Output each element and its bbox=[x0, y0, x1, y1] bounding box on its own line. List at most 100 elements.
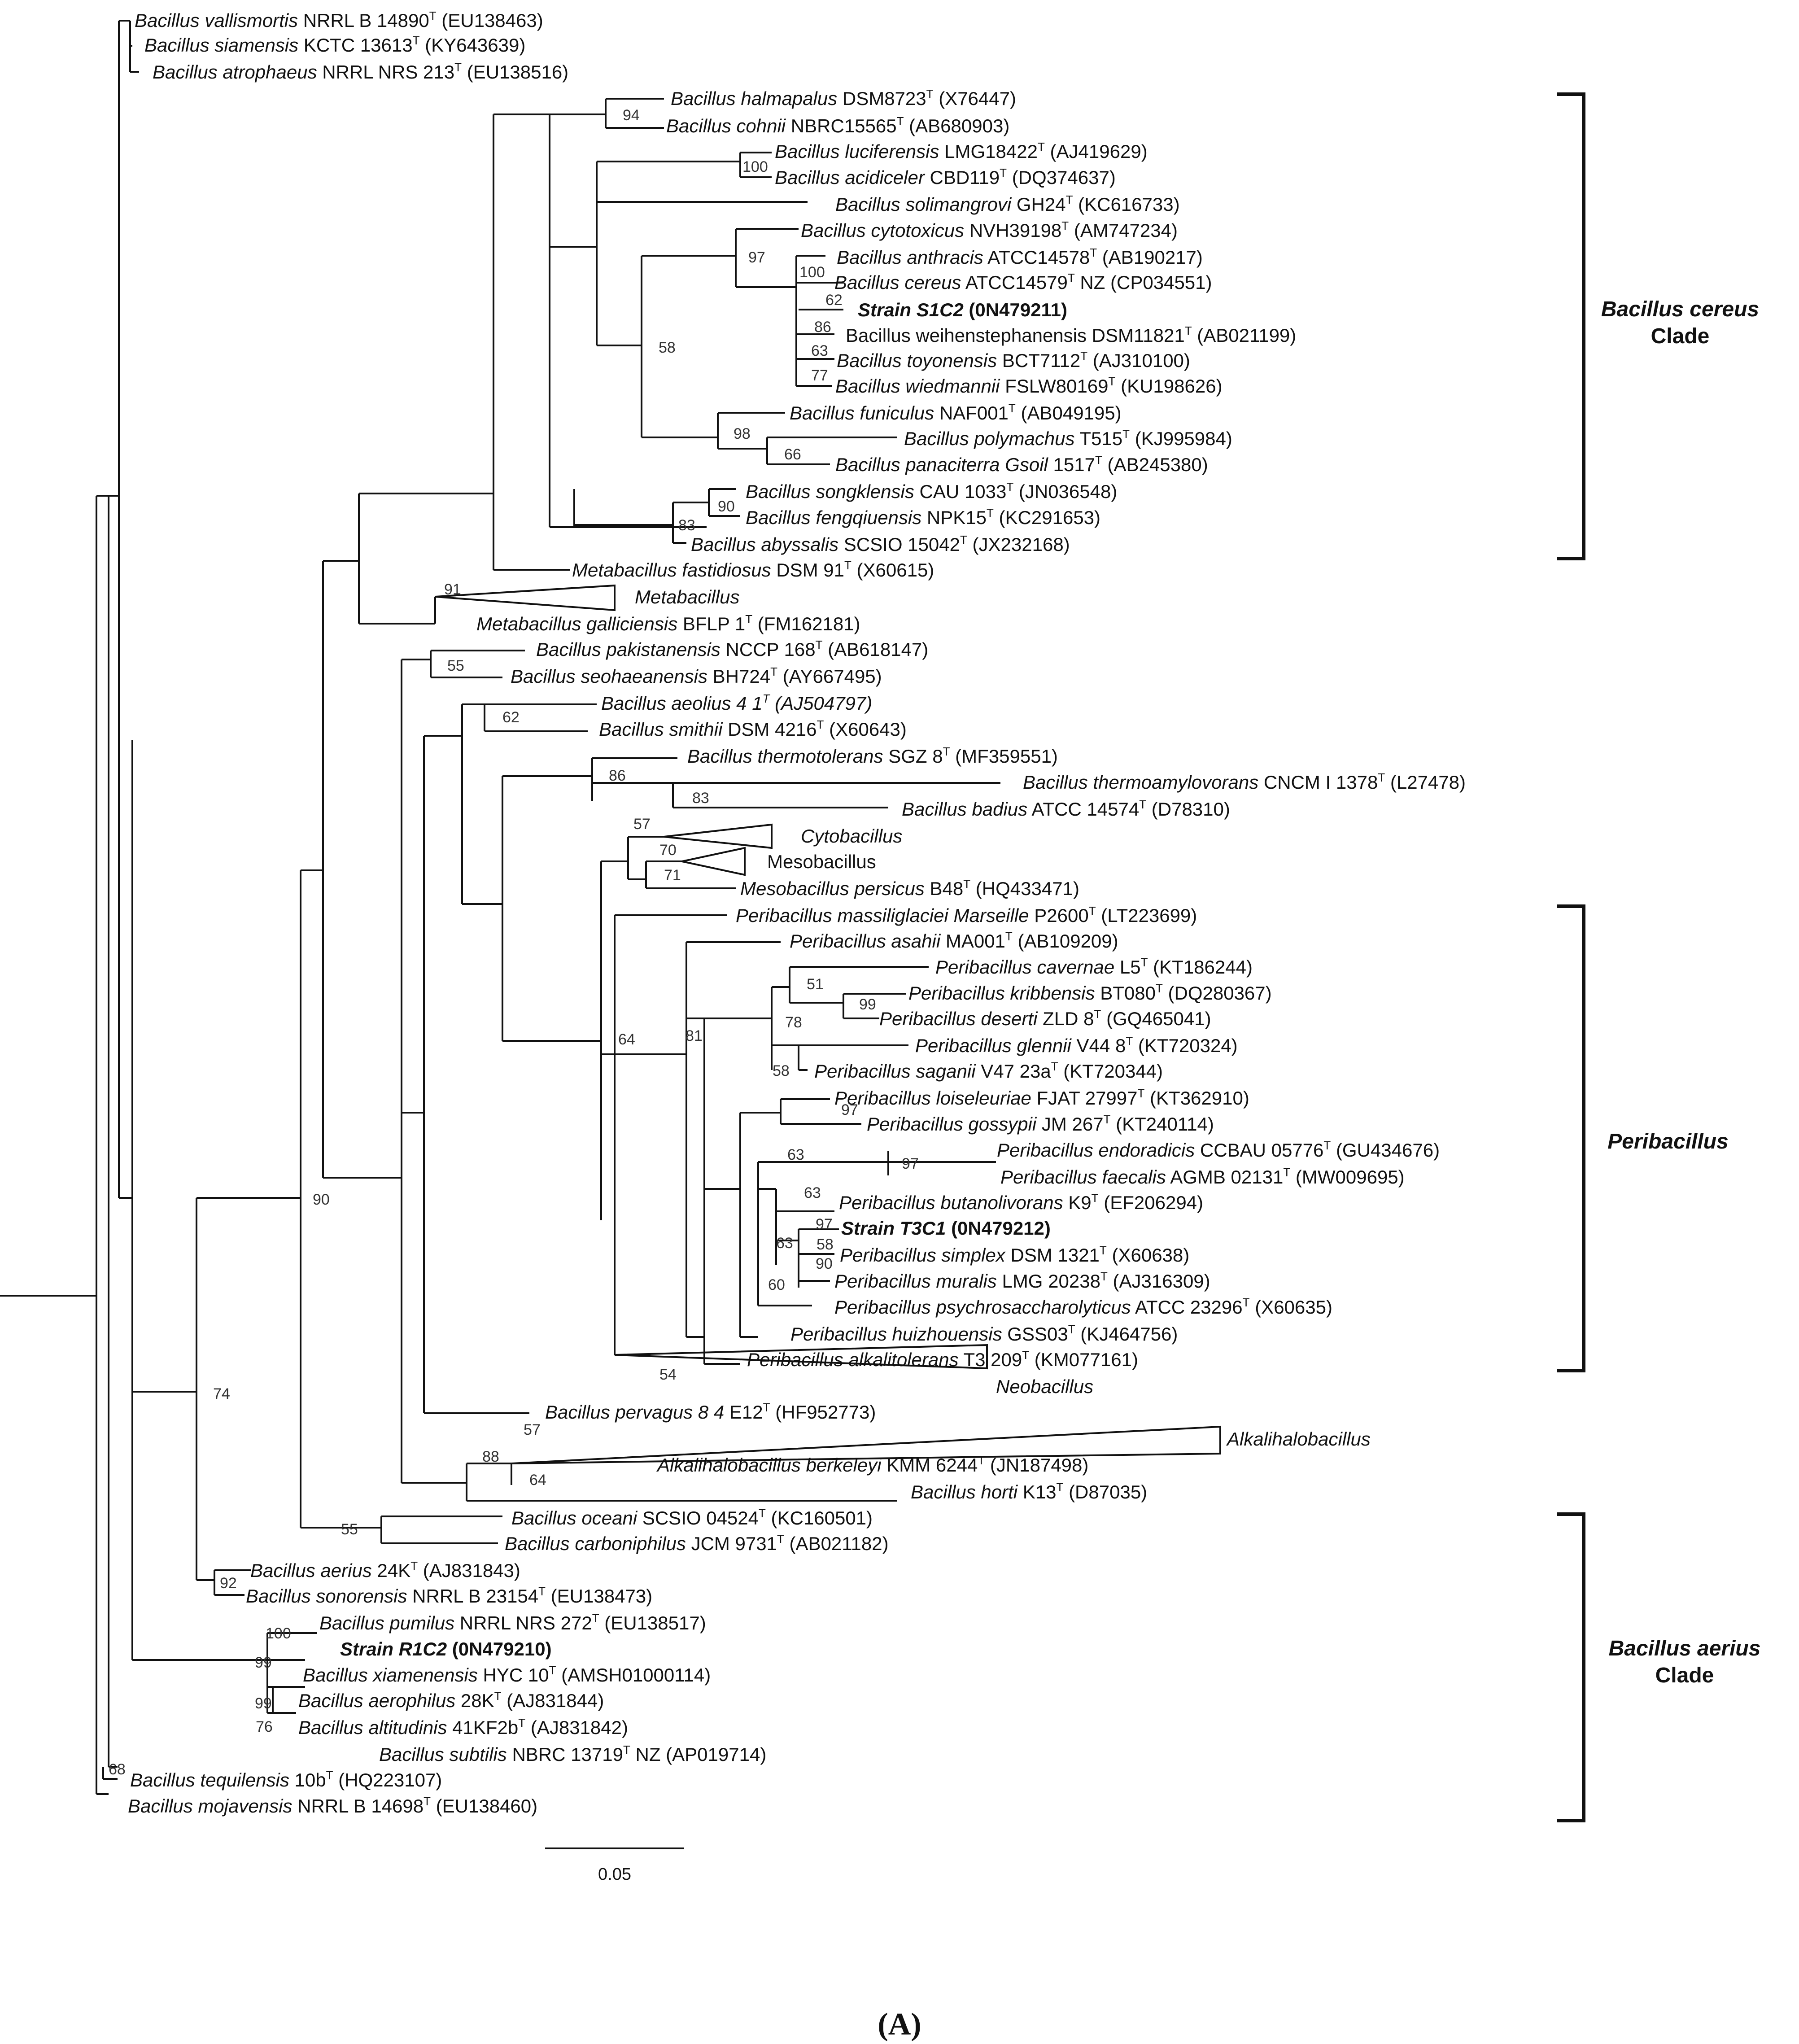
bootstrap: 55 bbox=[341, 1521, 358, 1538]
taxon-label: Bacillus altitudinis 41KF2bT (AJ831842) bbox=[298, 1716, 628, 1738]
taxon-label: Bacillus panaciterra Gsoil 1517T (AB2453… bbox=[835, 453, 1208, 475]
taxon-label: Bacillus luciferensis LMG18422T (AJ41962… bbox=[775, 140, 1148, 162]
taxon-label: Bacillus halmapalus DSM8723T (X76447) bbox=[671, 87, 1016, 109]
taxon-label: Peribacillus deserti ZLD 8T (GQ465041) bbox=[879, 1007, 1211, 1029]
taxon-label: Bacillus abyssalis SCSIO 15042T (JX23216… bbox=[691, 533, 1070, 555]
scale-bar-label: 0.05 bbox=[598, 1865, 631, 1884]
bootstrap: 100 bbox=[742, 158, 768, 175]
bootstrap: 97 bbox=[748, 249, 765, 266]
bootstrap: 64 bbox=[618, 1031, 635, 1048]
taxon-label: Peribacillus huizhouensis GSS03T (KJ4647… bbox=[790, 1323, 1178, 1345]
bootstrap: 97 bbox=[902, 1155, 919, 1172]
taxon-label: Alkalihalobacillus berkeleyi KMM 6244T (… bbox=[656, 1454, 1088, 1476]
taxon-label: Bacillus pervagus 8 4 E12T (HF952773) bbox=[545, 1401, 876, 1423]
bootstrap: 70 bbox=[659, 842, 677, 859]
taxon-label: Peribacillus loiseleuriae FJAT 27997T (K… bbox=[834, 1087, 1249, 1109]
bootstrap: 90 bbox=[718, 498, 735, 515]
taxon-label: Bacillus funiculus NAF001T (AB049195) bbox=[790, 402, 1122, 424]
taxon-label: Peribacillus kribbensis BT080T (DQ280367… bbox=[908, 982, 1272, 1004]
taxon-label: Bacillus xiamenensis HYC 10T (AMSH010001… bbox=[303, 1664, 711, 1686]
bootstrap: 92 bbox=[220, 1575, 237, 1592]
taxon-label: Bacillus cytotoxicus NVH39198T (AM747234… bbox=[801, 219, 1178, 241]
taxon-label: Bacillus toyonensis BCT7112T (AJ310100) bbox=[837, 349, 1190, 371]
taxon-label: Mesobacillus bbox=[767, 851, 876, 872]
taxon-label: Peribacillus alkalitolerans T3 209T (KM0… bbox=[747, 1348, 1138, 1370]
taxon-label: Bacillus badius ATCC 14574T (D78310) bbox=[902, 798, 1230, 820]
collapsed-neobacillus bbox=[614, 1344, 988, 1370]
bootstrap: 78 bbox=[785, 1014, 802, 1031]
taxon-label: Bacillus fengqiuensis NPK15T (KC291653) bbox=[746, 506, 1100, 528]
taxon-label: Peribacillus endoradicis CCBAU 05776T (G… bbox=[997, 1139, 1440, 1161]
taxon-label: Bacillus mojavensis NRRL B 14698T (EU138… bbox=[128, 1795, 537, 1817]
taxon-label-strain-s1c2: Strain S1C2 (0N479211) bbox=[858, 299, 1067, 320]
taxon-label: Bacillus horti K13T (D87035) bbox=[911, 1481, 1147, 1502]
bracket-cereus bbox=[1557, 92, 1585, 560]
bootstrap: 81 bbox=[686, 1027, 703, 1044]
taxon-label: Peribacillus cavernae L5T (KT186244) bbox=[935, 956, 1253, 978]
taxon-label: Peribacillus glennii V44 8T (KT720324) bbox=[915, 1034, 1238, 1056]
scale-bar: 0.05 bbox=[545, 1847, 684, 1884]
taxon-label: Peribacillus muralis LMG 20238T (AJ31630… bbox=[834, 1270, 1210, 1292]
taxon-label: Bacillus siamensis KCTC 13613T (KY643639… bbox=[144, 34, 525, 56]
taxon-label: Bacillus songklensis CAU 1033T (JN036548… bbox=[746, 480, 1117, 502]
taxon-label: Bacillus cereus ATCC14579T NZ (CP034551) bbox=[834, 271, 1212, 293]
taxon-label: Bacillus smithii DSM 4216T (X60643) bbox=[599, 718, 907, 740]
taxon-label: Peribacillus psychrosaccharolyticus ATCC… bbox=[834, 1296, 1332, 1318]
taxon-label: Bacillus vallismortis NRRL B 14890T (EU1… bbox=[135, 9, 543, 31]
bootstrap: 76 bbox=[256, 1718, 273, 1735]
bootstrap: 60 bbox=[768, 1276, 785, 1293]
bootstrap: 99 bbox=[859, 996, 876, 1013]
taxon-label: Bacillus anthracis ATCC14578T (AB190217) bbox=[837, 246, 1203, 268]
taxon-label-strain-r1c2: Strain R1C2 (0N479210) bbox=[340, 1638, 552, 1660]
taxon-label: Peribacillus saganii V47 23aT (KT720344) bbox=[814, 1060, 1163, 1082]
bootstrap: 62 bbox=[825, 292, 843, 309]
taxon-label: Peribacillus gossypii JM 267T (KT240114) bbox=[867, 1113, 1214, 1135]
bootstrap: 63 bbox=[776, 1235, 793, 1252]
clade-label-peribacillus: Peribacillus bbox=[1607, 1130, 1728, 1153]
collapsed-cytobacillus bbox=[664, 823, 773, 849]
taxon-label: Peribacillus simplex DSM 1321T (X60638) bbox=[840, 1244, 1189, 1266]
bootstrap: 58 bbox=[773, 1062, 790, 1079]
taxon-label: Bacillus carboniphilus JCM 9731T (AB0211… bbox=[505, 1532, 889, 1554]
bootstrap: 90 bbox=[816, 1255, 833, 1272]
bootstrap: 98 bbox=[734, 425, 751, 442]
bootstrap: 88 bbox=[482, 1448, 499, 1465]
taxon-label: Peribacillus asahii MA001T (AB109209) bbox=[790, 930, 1118, 952]
collapsed-clades bbox=[435, 584, 1221, 1464]
taxon-label: Bacillus aerius 24KT (AJ831843) bbox=[250, 1559, 520, 1581]
clade-brackets: Bacillus cereus Clade Peribacillus Bacil… bbox=[1557, 92, 1760, 1822]
bootstrap: 58 bbox=[817, 1236, 834, 1253]
taxon-label: Bacillus weihenstephanensis DSM11821T (A… bbox=[846, 324, 1296, 346]
taxon-label: Metabacillus galliciensis BFLP 1T (FM162… bbox=[476, 612, 860, 634]
taxon-label: Bacillus solimangrovi GH24T (KC616733) bbox=[835, 193, 1180, 215]
bootstrap: 58 bbox=[659, 339, 676, 356]
bootstrap: 57 bbox=[524, 1421, 541, 1438]
taxon-label: Bacillus acidiceler CBD119T (DQ374637) bbox=[775, 166, 1116, 188]
taxon-label: Cytobacillus bbox=[801, 825, 902, 847]
bracket-aerius bbox=[1557, 1512, 1585, 1822]
bootstrap: 100 bbox=[799, 264, 825, 281]
bootstrap: 91 bbox=[444, 581, 461, 598]
taxon-label: Metabacillus bbox=[635, 586, 739, 607]
bootstrap: 97 bbox=[841, 1101, 858, 1118]
taxon-label: Bacillus pumilus NRRL NRS 272T (EU138517… bbox=[319, 1612, 706, 1633]
taxon-label: Bacillus tequilensis 10bT (HQ223107) bbox=[130, 1769, 442, 1791]
taxon-labels: Bacillus vallismortis NRRL B 14890T (EU1… bbox=[128, 9, 1466, 1817]
bootstrap: 94 bbox=[623, 107, 640, 124]
taxon-label: Bacillus oceani SCSIO 04524T (KC160501) bbox=[511, 1507, 873, 1529]
bootstrap: 68 bbox=[109, 1761, 126, 1778]
taxon-label: Bacillus cohnii NBRC15565T (AB680903) bbox=[666, 114, 1009, 136]
bootstrap: 51 bbox=[807, 976, 824, 993]
clade-label-cereus: Bacillus cereus bbox=[1601, 297, 1759, 321]
taxon-label: Bacillus wiedmannii FSLW80169T (KU198626… bbox=[835, 375, 1223, 397]
bootstrap: 99 bbox=[255, 1695, 272, 1712]
bootstrap: 64 bbox=[529, 1472, 546, 1489]
taxon-label: Neobacillus bbox=[996, 1376, 1093, 1397]
taxon-label: Peribacillus faecalis AGMB 02131T (MW009… bbox=[1000, 1166, 1405, 1188]
taxon-label: Bacillus atrophaeus NRRL NRS 213T (EU138… bbox=[153, 61, 568, 83]
bootstrap: 57 bbox=[633, 816, 651, 833]
taxon-label: Bacillus aerophilus 28KT (AJ831844) bbox=[298, 1689, 604, 1711]
taxon-label: Bacillus polymachus T515T (KJ995984) bbox=[904, 427, 1232, 449]
bootstrap: 100 bbox=[266, 1625, 291, 1642]
